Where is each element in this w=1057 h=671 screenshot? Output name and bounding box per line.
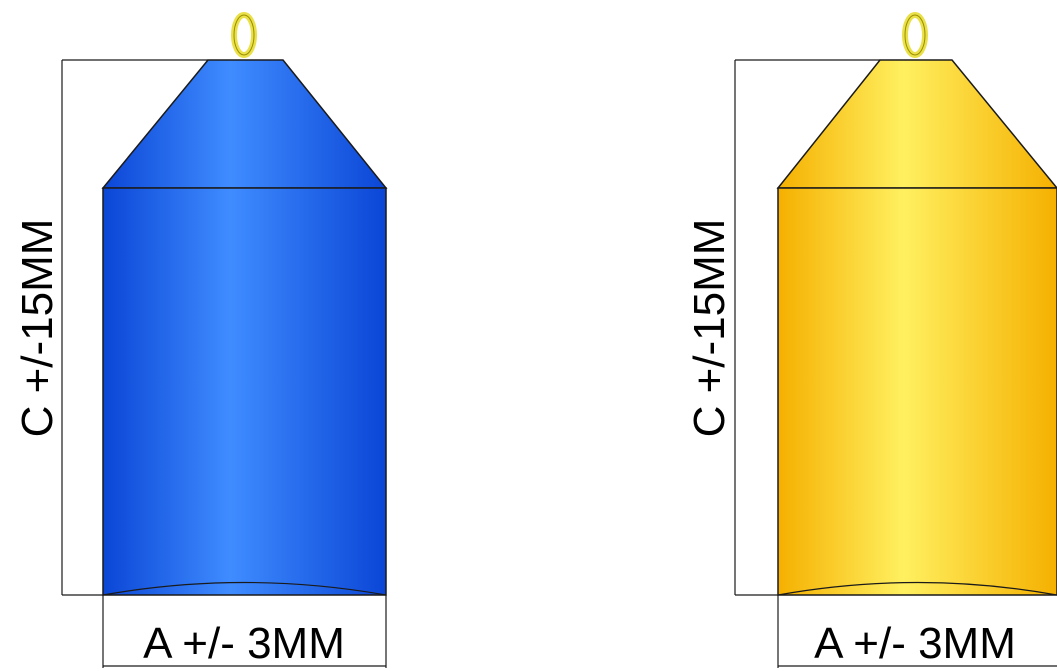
width-label-yellow: A +/- 3MM xyxy=(814,619,1016,668)
cylinder-body-blue xyxy=(102,187,387,596)
cone-top-blue xyxy=(101,59,388,189)
cone-top-yellow xyxy=(776,59,1057,189)
cylinder-body-yellow xyxy=(777,187,1057,596)
base-curve-blue xyxy=(102,581,387,596)
width-label-blue: A +/- 3MM xyxy=(143,619,345,668)
height-label-blue: C +/-15MM xyxy=(13,219,62,438)
height-label-yellow: C +/-15MM xyxy=(685,219,734,438)
figure-yellow: C +/-15MM A +/- 3MM xyxy=(685,12,1057,668)
figure-blue: C +/-15MM A +/- 3MM xyxy=(13,12,388,668)
base-curve-yellow xyxy=(777,581,1057,596)
